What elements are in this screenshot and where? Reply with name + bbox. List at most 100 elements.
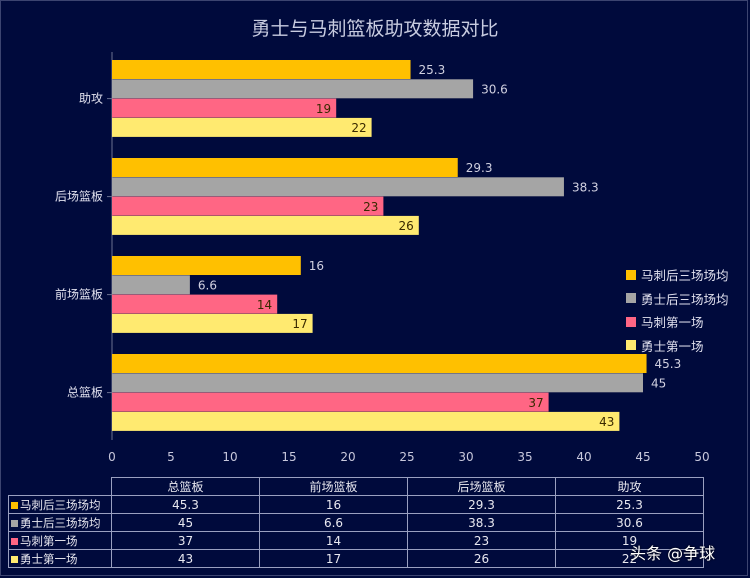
data-label: 43 bbox=[599, 415, 614, 429]
data-label: 25.3 bbox=[419, 63, 446, 77]
table-row: 勇士后三场场均 45 6.6 38.3 30.6 bbox=[8, 513, 704, 532]
table-cell: 19 bbox=[555, 531, 704, 550]
data-label: 17 bbox=[292, 317, 307, 331]
table-series-name: 马刺后三场场均 bbox=[20, 497, 101, 512]
bar bbox=[112, 177, 564, 197]
table-cell: 43 bbox=[111, 549, 260, 568]
table-cell: 37 bbox=[111, 531, 260, 550]
table-cell: 45.3 bbox=[111, 495, 260, 514]
data-label: 19 bbox=[316, 102, 331, 116]
data-label: 29.3 bbox=[466, 161, 493, 175]
legend-item: 马刺第一场 bbox=[626, 310, 729, 334]
bar bbox=[112, 294, 278, 314]
table-series-label: 勇士后三场场均 bbox=[8, 513, 112, 532]
table-cell: 26 bbox=[407, 549, 556, 568]
bar bbox=[112, 354, 647, 373]
legend-swatch bbox=[626, 293, 636, 304]
data-label: 26 bbox=[399, 219, 414, 233]
table-cell: 22 bbox=[555, 549, 704, 568]
x-tick-label: 45 bbox=[635, 450, 650, 464]
bar bbox=[112, 215, 419, 235]
legend-item: 勇士后三场场均 bbox=[626, 287, 729, 311]
legend-item: 马刺后三场场均 bbox=[626, 263, 729, 287]
table-corner bbox=[9, 478, 112, 496]
x-tick-label: 20 bbox=[340, 450, 355, 464]
data-label: 16 bbox=[309, 259, 324, 273]
table-cell: 45 bbox=[111, 513, 260, 532]
table-swatch bbox=[11, 519, 18, 527]
table-cell: 14 bbox=[259, 531, 408, 550]
legend-item: 勇士第一场 bbox=[626, 334, 729, 358]
bar bbox=[112, 158, 458, 177]
legend-label: 马刺后三场场均 bbox=[641, 268, 729, 284]
table-cell: 30.6 bbox=[555, 513, 704, 532]
x-tick-label: 35 bbox=[517, 450, 532, 464]
table-column-header: 总篮板 bbox=[111, 477, 260, 496]
category-label: 前场篮板 bbox=[55, 287, 103, 302]
table-series-label: 马刺后三场场均 bbox=[8, 495, 112, 514]
table-row: 马刺后三场场均 45.3 16 29.3 25.3 bbox=[8, 495, 704, 514]
table-series-name: 勇士第一场 bbox=[20, 551, 78, 566]
table-cell: 6.6 bbox=[259, 513, 408, 532]
data-table: 总篮板 前场篮板 后场篮板 助攻 马刺后三场场均 45.3 16 29.3 25.3 勇士后三场… bbox=[8, 477, 704, 568]
legend-label: 勇士第一场 bbox=[641, 338, 704, 354]
table-header-row: 总篮板 前场篮板 后场篮板 助攻 bbox=[9, 477, 704, 496]
x-tick-label: 0 bbox=[108, 450, 116, 464]
category-label: 助攻 bbox=[79, 92, 103, 106]
table-series-name: 勇士后三场场均 bbox=[20, 515, 101, 530]
data-label: 45.3 bbox=[655, 357, 682, 371]
data-label: 30.6 bbox=[481, 82, 508, 96]
legend: 马刺后三场场均 勇士后三场场均 马刺第一场勇士第一场 bbox=[626, 263, 729, 357]
legend-label: 马刺第一场 bbox=[641, 315, 704, 331]
watermark: 头条 @争球 bbox=[630, 544, 716, 563]
table-swatch bbox=[11, 537, 18, 545]
bar bbox=[112, 392, 549, 412]
bar bbox=[112, 411, 620, 431]
bar bbox=[112, 98, 337, 118]
legend-swatch bbox=[626, 340, 636, 351]
table-cell: 29.3 bbox=[407, 495, 556, 514]
data-label: 23 bbox=[363, 200, 378, 214]
chart-title: 勇士与马刺篮板助攻数据对比 bbox=[251, 18, 499, 40]
table-swatch bbox=[11, 555, 18, 563]
bar bbox=[112, 79, 474, 99]
data-label: 14 bbox=[257, 298, 272, 312]
data-label: 45 bbox=[651, 376, 666, 390]
x-tick-label: 50 bbox=[694, 450, 709, 464]
bar bbox=[112, 373, 643, 393]
table-column-header: 前场篮板 bbox=[259, 477, 408, 496]
legend-swatch bbox=[626, 269, 636, 280]
x-tick-label: 10 bbox=[222, 450, 237, 464]
data-label: 6.6 bbox=[198, 278, 217, 292]
table-column-header: 后场篮板 bbox=[407, 477, 556, 496]
bar bbox=[112, 275, 190, 295]
table-series-label: 马刺第一场 bbox=[8, 531, 112, 550]
x-tick-label: 40 bbox=[576, 450, 591, 464]
table-cell: 16 bbox=[259, 495, 408, 514]
data-label: 38.3 bbox=[572, 180, 599, 194]
table-series-label: 勇士第一场 bbox=[8, 549, 112, 568]
table-cell: 23 bbox=[407, 531, 556, 550]
table-cell: 17 bbox=[259, 549, 408, 568]
table-swatch bbox=[11, 501, 18, 509]
category-label: 总篮板 bbox=[67, 385, 103, 400]
data-label: 37 bbox=[528, 396, 543, 410]
table-series-name: 马刺第一场 bbox=[20, 533, 78, 548]
data-label: 22 bbox=[351, 121, 366, 135]
table-row: 马刺第一场 37 14 23 19 bbox=[8, 531, 704, 550]
x-tick-label: 25 bbox=[399, 450, 414, 464]
bar bbox=[112, 117, 372, 137]
x-tick-label: 30 bbox=[458, 450, 473, 464]
bar bbox=[112, 196, 384, 216]
legend-label: 勇士后三场场均 bbox=[641, 291, 729, 307]
bar bbox=[112, 256, 301, 275]
table-row: 勇士第一场 43 17 26 22 bbox=[8, 549, 704, 568]
category-label: 后场篮板 bbox=[55, 189, 103, 204]
x-tick-label: 15 bbox=[281, 450, 296, 464]
bar bbox=[112, 60, 411, 79]
table-cell: 25.3 bbox=[555, 495, 704, 514]
x-tick-label: 5 bbox=[167, 450, 175, 464]
table-column-header: 助攻 bbox=[555, 477, 704, 496]
